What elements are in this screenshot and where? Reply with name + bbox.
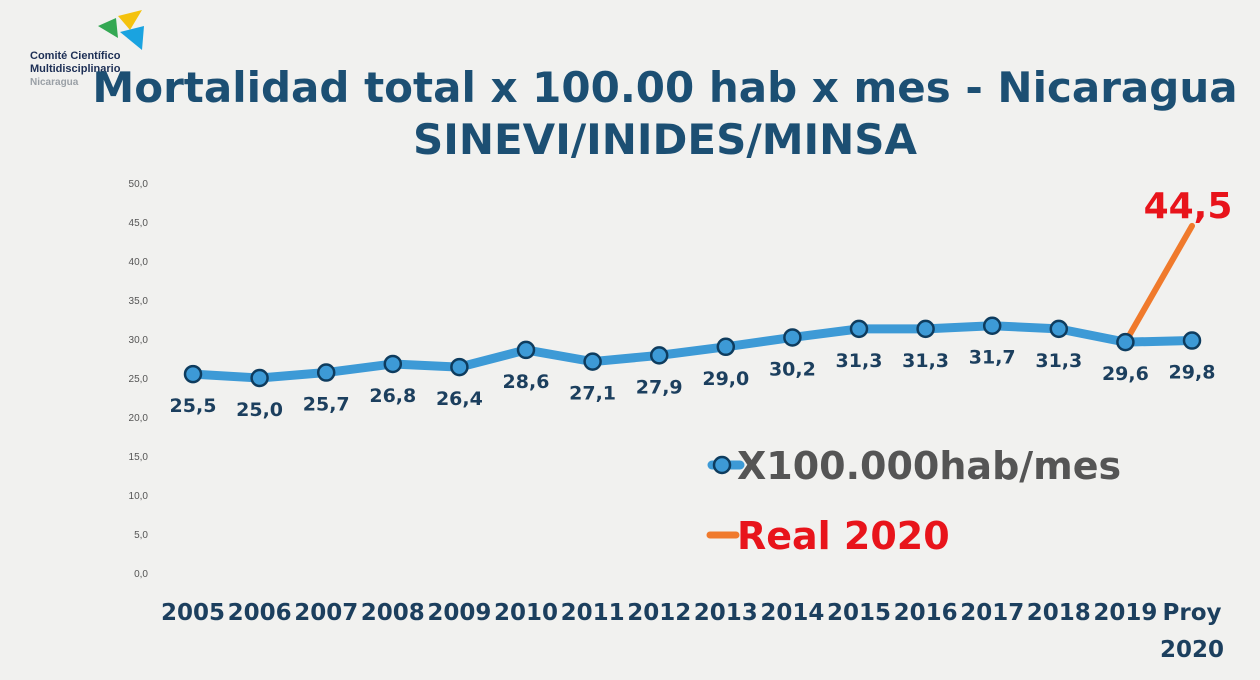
data-label: 29,8 bbox=[1169, 362, 1216, 384]
data-point bbox=[649, 346, 669, 365]
x-tick-label: 2011 bbox=[561, 600, 625, 626]
data-label: 26,4 bbox=[436, 388, 483, 410]
y-tick-label: 40,0 bbox=[129, 257, 149, 268]
data-point bbox=[982, 316, 1002, 335]
series-line bbox=[188, 321, 1197, 383]
data-point bbox=[916, 319, 935, 339]
x-tick-label: 2009 bbox=[427, 600, 491, 626]
data-point bbox=[583, 352, 602, 371]
data-label: 25,7 bbox=[303, 394, 350, 416]
chart-title-line1: Mortalidad total x 100.00 hab x mes - Ni… bbox=[92, 63, 1238, 112]
x-tick-label: 2016 bbox=[894, 600, 958, 626]
data-label: 25,0 bbox=[236, 399, 283, 421]
data-label: 26,8 bbox=[369, 385, 416, 407]
data-label: 31,7 bbox=[969, 347, 1016, 369]
data-label: 31,3 bbox=[836, 350, 883, 372]
x-tick-label: 2006 bbox=[228, 600, 292, 626]
data-point bbox=[383, 354, 403, 374]
data-label: 27,1 bbox=[569, 383, 616, 405]
logo-org-line1: Comité Científico bbox=[30, 50, 121, 62]
x-tick-label: 2008 bbox=[361, 600, 425, 626]
y-tick-label: 15,0 bbox=[129, 452, 149, 463]
data-point bbox=[849, 319, 869, 339]
logo-org-line3: Nicaragua bbox=[30, 77, 79, 88]
x-tick-label: 2017 bbox=[960, 600, 1024, 626]
data-label: 31,3 bbox=[902, 350, 949, 372]
data-label: 31,3 bbox=[1035, 350, 1082, 372]
y-tick-label: 5,0 bbox=[134, 530, 148, 541]
y-tick-label: 35,0 bbox=[129, 296, 149, 307]
x-tick-label: Proy bbox=[1163, 600, 1222, 626]
x-tick-label: 2018 bbox=[1027, 600, 1091, 626]
x-tick-label: 2020 bbox=[1160, 637, 1224, 663]
data-point bbox=[316, 363, 336, 382]
x-tick-label: 2012 bbox=[627, 600, 691, 626]
data-point bbox=[716, 337, 736, 357]
y-tick-label: 20,0 bbox=[129, 413, 149, 424]
data-label: 28,6 bbox=[503, 371, 550, 393]
real-2020-line bbox=[1122, 222, 1195, 346]
data-point bbox=[783, 328, 802, 347]
data-label: 27,9 bbox=[636, 376, 683, 398]
x-tick-label: 2005 bbox=[161, 600, 225, 626]
y-tick-label: 10,0 bbox=[129, 491, 149, 502]
legend-label-series2: Real 2020 bbox=[737, 514, 950, 558]
legend-swatch-marker bbox=[712, 455, 732, 475]
y-tick-label: 30,0 bbox=[129, 335, 149, 346]
x-tick-label: 2013 bbox=[694, 600, 758, 626]
logo-org-line2: Multidisciplinario bbox=[30, 63, 121, 75]
data-label: 29,6 bbox=[1102, 363, 1149, 385]
logo: Comité Científico Multidisciplinario Nic… bbox=[26, 8, 166, 92]
data-label: 30,2 bbox=[769, 358, 816, 380]
x-tick-label: 2010 bbox=[494, 600, 558, 626]
x-tick-label: 2014 bbox=[760, 600, 824, 626]
real-2020-value-label: 44,5 bbox=[1144, 186, 1233, 227]
legend-label-series1: X100.000hab/mes bbox=[737, 444, 1121, 488]
x-tick-label: 2019 bbox=[1093, 600, 1157, 626]
y-tick-label: 50,0 bbox=[129, 179, 149, 190]
x-tick-label: 2015 bbox=[827, 600, 891, 626]
data-point bbox=[450, 357, 469, 377]
data-point bbox=[183, 364, 203, 384]
data-point bbox=[250, 368, 269, 388]
y-tick-label: 45,0 bbox=[129, 218, 149, 229]
data-label: 29,0 bbox=[702, 368, 749, 390]
data-label: 25,5 bbox=[170, 395, 217, 417]
chart-title: Mortalidad total x 100.00 hab x mes - Ni… bbox=[0, 62, 1260, 166]
data-point bbox=[1182, 331, 1202, 350]
y-tick-label: 25,0 bbox=[129, 374, 149, 385]
data-point bbox=[1116, 332, 1135, 352]
y-tick-label: 0,0 bbox=[134, 569, 148, 580]
x-tick-label: 2007 bbox=[294, 600, 358, 626]
logo-mark bbox=[98, 10, 144, 50]
chart-title-line2: SINEVI/INIDES/MINSA bbox=[412, 115, 918, 164]
data-point bbox=[516, 340, 536, 360]
data-point bbox=[1049, 319, 1069, 339]
